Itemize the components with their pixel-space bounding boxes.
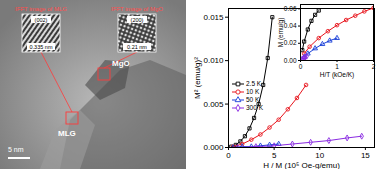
svg-text:H/T (kOe/K): H/T (kOe/K) [320, 71, 355, 79]
svg-text:2: 2 [372, 63, 376, 70]
svg-text:0.015: 0.015 [203, 13, 224, 22]
svg-text:0.000: 0.000 [203, 143, 224, 152]
svg-text:(200): (200) [131, 17, 144, 23]
svg-text:10: 10 [315, 151, 324, 160]
svg-text:IFFT image of MgO: IFFT image of MgO [111, 6, 163, 12]
svg-text:M (emu/g): M (emu/g) [277, 18, 285, 48]
html-text:300 K: 300 K [246, 104, 263, 111]
html-text:50 K: 50 K [246, 96, 260, 103]
svg-text:1: 1 [335, 63, 339, 70]
svg-text:15: 15 [361, 151, 370, 160]
svg-text:0.005: 0.005 [203, 100, 224, 109]
svg-text:0.04: 0.04 [284, 22, 297, 29]
svg-text:MLG: MLG [58, 129, 76, 138]
svg-text:(002): (002) [35, 17, 48, 23]
svg-text:H / M (10⁵ Oe-g/emu): H / M (10⁵ Oe-g/emu) [263, 161, 340, 169]
html-text:10 K: 10 K [246, 88, 260, 95]
svg-text:M² (emu/g)²: M² (emu/g)² [193, 57, 202, 99]
html-text:2.5 K: 2.5 K [246, 80, 262, 87]
svg-text:0: 0 [299, 63, 303, 70]
svg-text:5: 5 [272, 151, 277, 160]
svg-text:0.02: 0.02 [284, 39, 297, 46]
svg-text:0.00: 0.00 [284, 57, 297, 64]
svg-text:IFFT image of MLG: IFFT image of MLG [15, 6, 67, 12]
svg-text:0: 0 [226, 151, 231, 160]
svg-text:MgO: MgO [112, 59, 130, 68]
svg-text:5 nm: 5 nm [8, 146, 24, 153]
svg-text:0.21 nm: 0.21 nm [127, 44, 147, 50]
svg-text:0.335 nm: 0.335 nm [30, 44, 53, 50]
svg-text:0.010: 0.010 [203, 56, 224, 65]
svg-text:0.06: 0.06 [284, 5, 297, 12]
